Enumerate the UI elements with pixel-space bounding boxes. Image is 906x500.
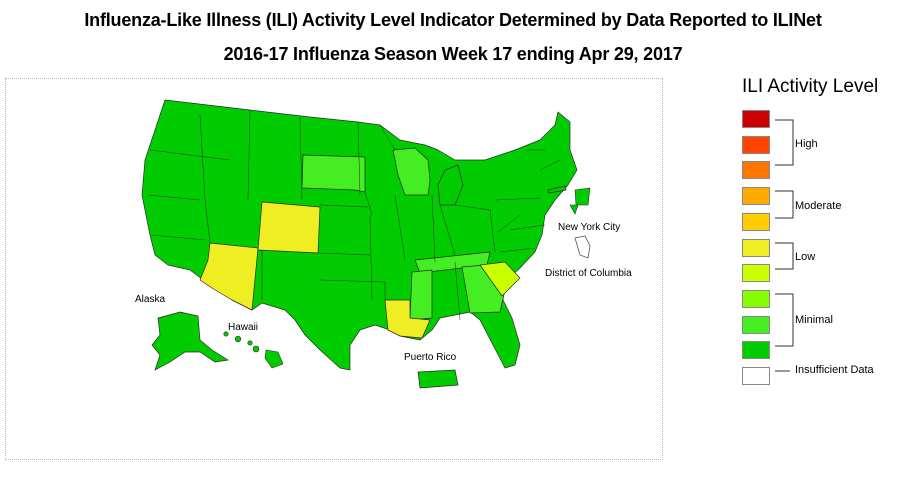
legend-label-low: Low bbox=[795, 251, 816, 263]
legend-label-high: High bbox=[795, 138, 818, 150]
puerto-rico bbox=[417, 369, 459, 389]
label-puerto-rico: Puerto Rico bbox=[404, 352, 457, 363]
legend-swatch-1 bbox=[742, 110, 770, 128]
inset-marker bbox=[569, 204, 579, 215]
legend-swatch-11 bbox=[742, 367, 770, 385]
map-subtitle: 2016-17 Influenza Season Week 17 ending … bbox=[223, 44, 683, 64]
map-frame bbox=[5, 78, 663, 460]
state-mississippi bbox=[409, 269, 433, 321]
label-new-york-city: New York City bbox=[558, 222, 621, 233]
legend-swatch-6 bbox=[742, 238, 770, 257]
legend-swatch-7 bbox=[742, 264, 770, 283]
rhode-island-inset bbox=[574, 187, 591, 206]
label-district-of-columbia: District of Columbia bbox=[545, 268, 632, 279]
legend-swatch-2 bbox=[742, 135, 770, 154]
alaska bbox=[151, 311, 229, 371]
new-york-city bbox=[574, 235, 591, 259]
hawaii bbox=[223, 331, 284, 369]
label-alaska: Alaska bbox=[135, 294, 166, 305]
long-island bbox=[547, 185, 567, 194]
legend-swatch-10 bbox=[742, 341, 770, 360]
legend-title: ILI Activity Level bbox=[742, 76, 879, 97]
legend-swatch-5 bbox=[742, 212, 770, 231]
map-title: Influenza-Like Illness (ILI) Activity Le… bbox=[84, 10, 822, 30]
legend-swatch-4 bbox=[742, 187, 770, 206]
state-louisiana bbox=[384, 299, 431, 339]
state-south-carolina bbox=[479, 261, 521, 297]
legend-swatch-8 bbox=[742, 289, 770, 308]
legend-label-moderate: Moderate bbox=[795, 200, 842, 212]
label-hawaii: Hawaii bbox=[228, 322, 259, 333]
us-map bbox=[141, 99, 591, 389]
legend-label-minimal: Minimal bbox=[795, 314, 833, 326]
legend-swatch-3 bbox=[742, 161, 770, 180]
state-arizona bbox=[199, 242, 259, 311]
legend-label-insufficient: Insufficient Data bbox=[795, 364, 874, 376]
state-wisconsin bbox=[392, 147, 431, 196]
state-borders bbox=[147, 109, 561, 321]
legend-swatch-9 bbox=[742, 315, 770, 334]
